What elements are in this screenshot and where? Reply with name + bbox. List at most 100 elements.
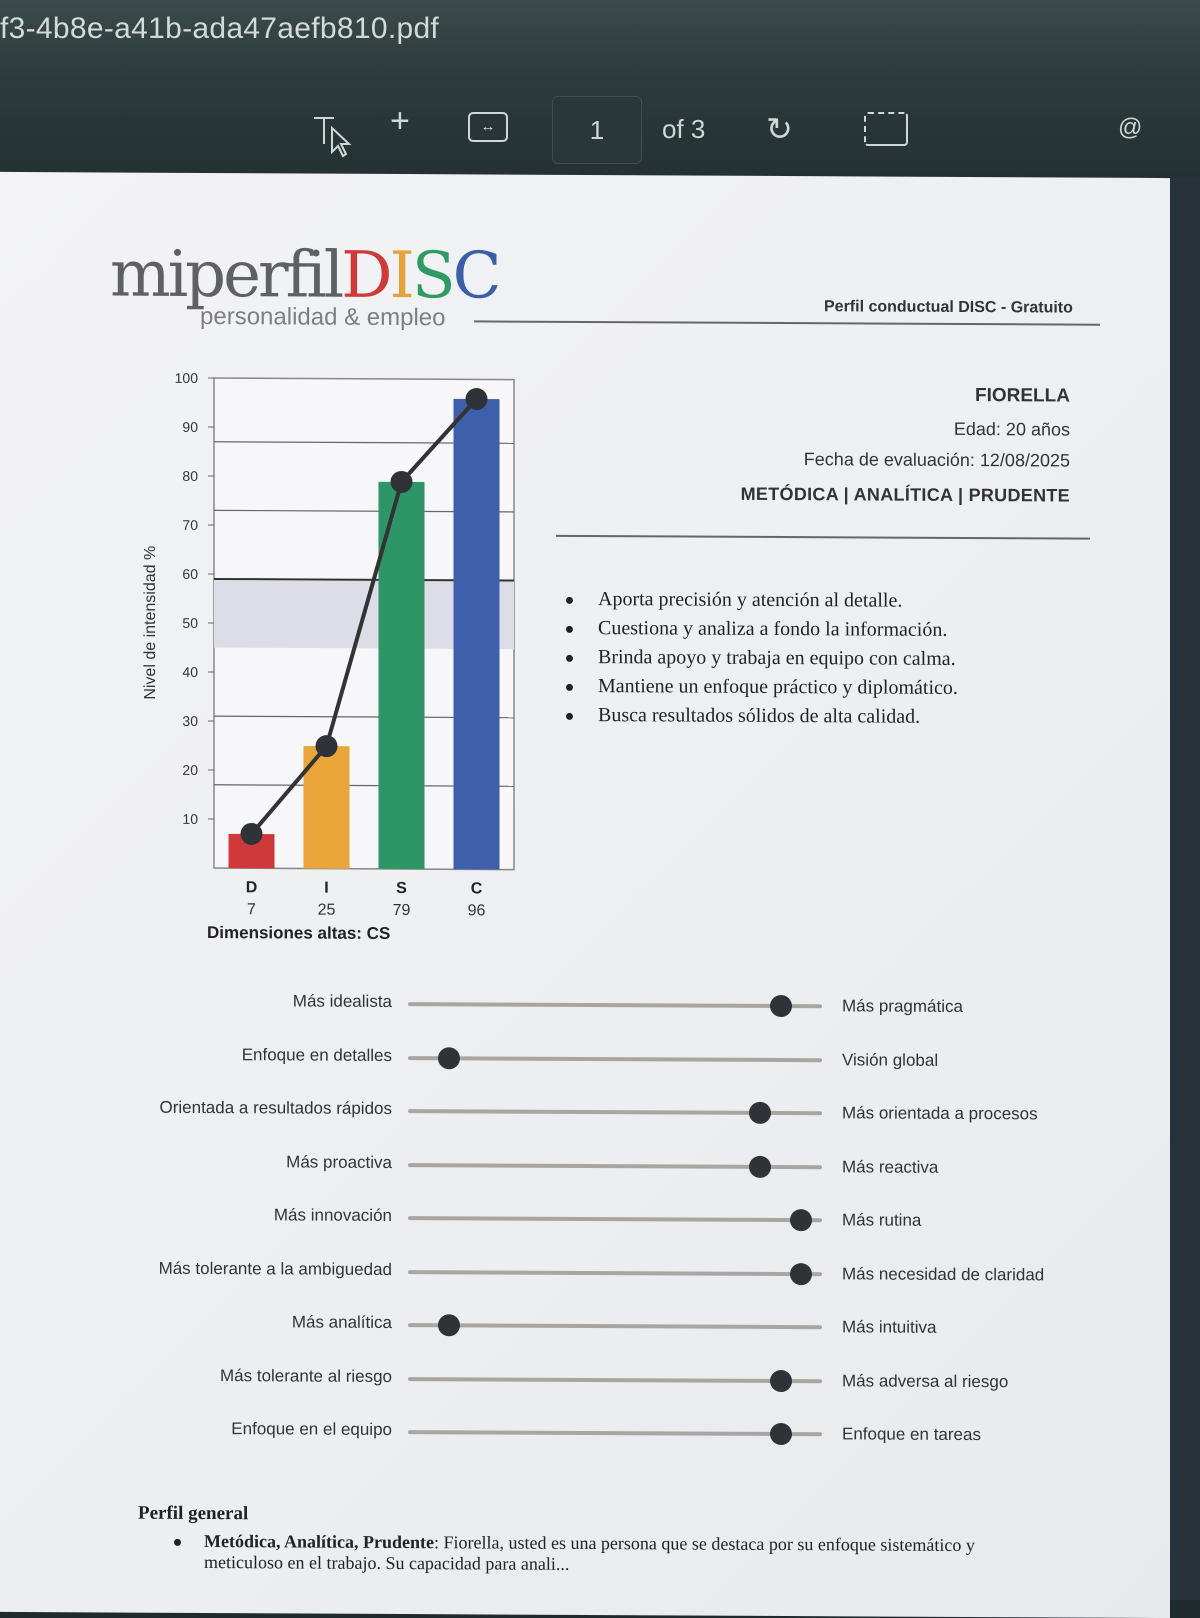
logo-s: S <box>412 239 453 313</box>
general-item: Metódica, Analítica, Prudente: Fiorella,… <box>138 1531 1058 1578</box>
y-tick-label: 80 <box>182 468 198 484</box>
person-age: Edad: 20 años <box>741 418 1070 441</box>
fit-width-icon[interactable]: ↔ <box>468 112 508 142</box>
viewer-background <box>1170 178 1200 1600</box>
slider-track <box>408 1109 822 1115</box>
list-item: Brinda apoyo y trabaja en equipo con cal… <box>566 646 958 677</box>
logo-c: C <box>453 239 499 313</box>
value-label: 96 <box>468 902 486 919</box>
slider-left-label: Orientada a resultados rápidos <box>160 1098 392 1119</box>
slider-left-label: Enfoque en detalles <box>242 1045 392 1066</box>
chart-caption: Dimensiones altas: CS <box>207 923 390 944</box>
logo: miperfilDISC personalidad & empleo <box>110 243 499 333</box>
slider-knob <box>770 1423 792 1445</box>
evaluation-date: Fecha de evaluación: 12/08/2025 <box>741 449 1070 472</box>
file-title: f3-4b8e-a41b-ada47aefb810.pdf <box>0 12 439 46</box>
rotate-icon[interactable]: ↻ <box>766 110 793 148</box>
viewer-toolbar-area: f3-4b8e-a41b-ada47aefb810.pdf + ↔ 1 of 3… <box>0 0 1200 178</box>
list-item: Cuestiona y analiza a fondo la informaci… <box>566 617 958 648</box>
slider-knob <box>749 1102 771 1124</box>
divider <box>474 320 1100 325</box>
slider-track <box>408 1056 822 1062</box>
slider-row: Más tolerante a la ambiguedad Más necesid… <box>0 1249 1170 1295</box>
slider-row: Más tolerante al riesgo Más adversa al ri… <box>0 1356 1170 1402</box>
category-label: C <box>471 880 483 897</box>
slider-right-label: Más orientada a procesos <box>842 1103 1038 1124</box>
pdf-page: miperfilDISC personalidad & empleo Perfi… <box>0 172 1170 1618</box>
slider-left-label: Más tolerante a la ambiguedad <box>159 1258 392 1279</box>
y-tick-label: 10 <box>182 811 198 827</box>
y-tick-label: 50 <box>182 615 198 631</box>
logo-prefix: miperfil <box>110 238 341 313</box>
category-label: S <box>396 880 407 897</box>
at-icon[interactable]: @ <box>1118 114 1142 142</box>
data-point-c <box>466 388 488 410</box>
divider <box>556 535 1090 540</box>
general-profile: Perfil general Metódica, Analítica, Prud… <box>138 1503 1058 1578</box>
general-title: Perfil general <box>138 1503 1058 1530</box>
trait-list: Aporta precisión y atención al detalle. … <box>566 588 958 735</box>
y-tick-label: 70 <box>182 517 198 533</box>
slider-track <box>408 1430 822 1436</box>
slider-row: Enfoque en detalles Visión global <box>0 1035 1170 1081</box>
slider-left-label: Más idealista <box>293 991 392 1012</box>
page-number-input[interactable]: 1 <box>552 96 642 164</box>
slider-left-label: Más analítica <box>292 1312 392 1333</box>
list-item: Mantiene un enfoque práctico y diplomáti… <box>566 675 958 706</box>
y-tick-label: 30 <box>182 713 198 729</box>
page-view-icon[interactable] <box>864 112 908 146</box>
logo-i: I <box>390 239 412 313</box>
slider-right-label: Visión global <box>842 1050 938 1071</box>
slider-track <box>408 1270 822 1276</box>
y-tick-label: 100 <box>175 370 199 386</box>
data-point-s <box>391 471 413 493</box>
slider-left-label: Más proactiva <box>286 1152 392 1173</box>
y-tick-label: 20 <box>182 762 198 778</box>
slider-knob <box>770 1369 792 1391</box>
slider-knob <box>790 1209 812 1231</box>
slider-track <box>408 1377 822 1383</box>
value-label: 79 <box>393 902 411 919</box>
list-item: Busca resultados sólidos de alta calidad… <box>566 704 958 735</box>
category-label: I <box>324 880 328 897</box>
slider-right-label: Más reactiva <box>842 1157 938 1178</box>
slider-knob <box>770 995 792 1017</box>
slider-track <box>408 1163 822 1169</box>
slider-right-label: Más adversa al riesgo <box>842 1371 1008 1392</box>
value-label: 25 <box>318 902 336 919</box>
profile-traits: METÓDICA | ANALÍTICA | PRUDENTE <box>741 484 1070 507</box>
general-lead: Metódica, Analítica, Prudente <box>204 1531 434 1552</box>
slider-knob <box>438 1047 460 1069</box>
page-count: of 3 <box>662 114 705 145</box>
slider-right-label: Más intuitiva <box>842 1317 936 1337</box>
slider-right-label: Enfoque en tareas <box>842 1424 981 1445</box>
y-tick-label: 60 <box>182 566 198 582</box>
list-item: Aporta precisión y atención al detalle. <box>566 588 958 619</box>
slider-track <box>408 1002 822 1008</box>
logo-d: D <box>341 239 389 313</box>
logo-wordmark: miperfilDISC <box>110 243 499 309</box>
bar-c <box>454 399 500 870</box>
slider-knob <box>438 1314 460 1336</box>
person-name: FIORELLA <box>741 384 1070 408</box>
slider-row: Más proactiva Más reactiva <box>0 1142 1170 1188</box>
pdf-toolbar: + ↔ 1 of 3 ↻ @ <box>0 96 1200 166</box>
slider-left-label: Enfoque en el equipo <box>231 1419 392 1440</box>
y-tick-label: 90 <box>182 419 198 435</box>
person-info: FIORELLA Edad: 20 años Fecha de evaluaci… <box>741 384 1070 507</box>
slider-row: Enfoque en el equipo Enfoque en tareas <box>0 1410 1170 1456</box>
slider-track <box>408 1323 822 1329</box>
data-point-d <box>241 823 263 845</box>
category-label: D <box>246 879 258 896</box>
slider-row: Más analítica Más intuitiva <box>0 1303 1170 1349</box>
slider-left-label: Más tolerante al riesgo <box>220 1366 392 1387</box>
text-select-icon[interactable] <box>312 114 352 165</box>
slider-knob <box>749 1155 771 1177</box>
slider-right-label: Más necesidad de claridad <box>842 1264 1044 1285</box>
profile-type: Perfil conductual DISC - Gratuito <box>824 298 1073 317</box>
add-icon[interactable]: + <box>390 102 410 141</box>
slider-left-label: Más innovación <box>274 1205 392 1226</box>
